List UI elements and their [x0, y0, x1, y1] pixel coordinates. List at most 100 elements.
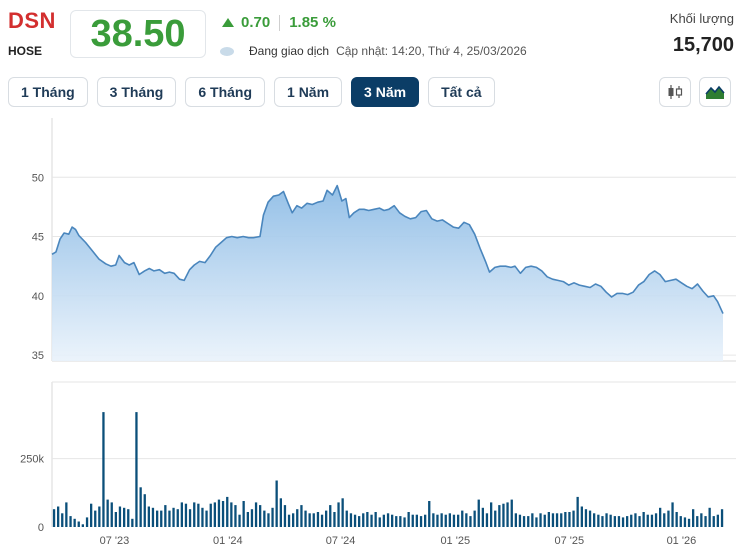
volume-bar — [642, 512, 645, 527]
volume-bar — [65, 502, 68, 527]
volume-bar — [683, 517, 687, 527]
x-tick-label: 01 '26 — [667, 535, 697, 547]
volume-bar — [349, 513, 353, 527]
volume-bar — [494, 510, 497, 527]
change-percent: 1.85 % — [289, 14, 336, 31]
volume-bar — [630, 514, 633, 527]
volume-bar — [531, 513, 534, 527]
volume-bar — [609, 514, 612, 527]
volume-bar — [300, 505, 303, 527]
volume-bar — [259, 505, 262, 527]
candlestick-button[interactable] — [659, 77, 691, 107]
volume-bar — [510, 499, 513, 527]
volume-bar — [477, 499, 480, 527]
volume-bar — [444, 514, 447, 527]
volume-bar — [213, 502, 216, 527]
volume-bar — [395, 516, 398, 527]
volume-bar — [230, 502, 233, 527]
volume-bar — [320, 514, 324, 527]
volume-bar — [617, 516, 621, 527]
candlestick-icon — [668, 85, 683, 99]
update-time: Cập nhật: 14:20, Thứ 4, 25/03/2026 — [336, 44, 527, 58]
volume-bar — [514, 513, 517, 527]
volume-bar — [535, 517, 538, 527]
volume-bar — [188, 509, 192, 527]
volume-bar — [539, 513, 542, 527]
volume-bar — [560, 513, 563, 527]
volume-bar — [106, 499, 109, 527]
volume-bar — [73, 518, 76, 527]
volume-bar — [358, 516, 361, 527]
tab-1-month[interactable]: 1 Tháng — [8, 77, 88, 107]
volume-bar — [234, 505, 237, 527]
volume-tick-label: 0 — [38, 522, 44, 534]
volume-bar — [325, 510, 328, 527]
volume-bar — [147, 506, 150, 527]
volume-bar — [308, 513, 311, 527]
tab-3-months[interactable]: 3 Tháng — [96, 77, 177, 107]
area-chart-button[interactable] — [699, 77, 731, 107]
volume-bar — [329, 505, 332, 527]
volume-bar — [304, 510, 307, 527]
volume-bar — [572, 510, 575, 527]
volume-bar — [114, 512, 117, 527]
price-tick-label: 40 — [32, 291, 44, 303]
volume-bar — [123, 507, 126, 527]
volume-bar — [271, 507, 274, 527]
volume-bar — [164, 505, 167, 527]
volume-bar — [621, 517, 625, 527]
volume-bar — [671, 502, 674, 527]
volume-bar — [716, 514, 719, 527]
volume-bar — [522, 516, 526, 527]
volume-bar — [386, 513, 390, 527]
volume-bar — [226, 496, 229, 527]
volume-bar — [283, 505, 287, 527]
volume-bar — [246, 512, 249, 527]
volume-bar — [382, 514, 385, 527]
volume-bar — [366, 512, 369, 527]
current-price: 38.50 — [90, 13, 186, 55]
volume-bar — [242, 501, 245, 527]
volume-bar — [646, 514, 649, 527]
volume-bar — [547, 512, 550, 527]
volume-bar — [473, 510, 476, 527]
volume-bar — [193, 502, 196, 527]
volume-bar — [588, 510, 592, 527]
volume-bar — [94, 510, 97, 527]
volume-bar — [267, 513, 270, 527]
volume-bar — [135, 412, 138, 527]
volume-bar — [696, 516, 699, 527]
volume-bar — [424, 514, 427, 527]
tab-3-years[interactable]: 3 Năm — [351, 77, 420, 107]
volume-bar — [663, 513, 666, 527]
volume-bar — [221, 501, 225, 527]
volume-bar — [209, 503, 212, 527]
volume-bar — [69, 516, 72, 527]
volume-bar — [176, 509, 179, 527]
volume-bar — [634, 513, 637, 527]
volume-bar — [461, 510, 464, 527]
volume-bar — [180, 502, 183, 527]
area-chart-icon — [705, 85, 725, 99]
tab-6-months[interactable]: 6 Tháng — [185, 77, 266, 107]
x-tick-label: 07 '24 — [326, 535, 356, 547]
volume-bar — [448, 513, 451, 527]
volume-bar — [428, 501, 431, 527]
volume-bar — [411, 514, 414, 527]
volume-bar — [432, 513, 435, 527]
volume-bar — [679, 516, 682, 527]
volume-bar — [403, 517, 406, 527]
volume-bar — [712, 516, 715, 527]
volume-bar — [667, 510, 670, 527]
trading-status: Đang giao dịch Cập nhật: 14:20, Thứ 4, 2… — [220, 44, 527, 58]
volume-bar — [151, 507, 155, 527]
volume-bar — [287, 514, 291, 527]
volume-bar — [518, 514, 522, 527]
tab-1-year[interactable]: 1 Năm — [274, 77, 343, 107]
volume-bar — [626, 516, 629, 527]
volume-bar — [415, 514, 418, 527]
volume-bar — [110, 502, 113, 527]
tab-all[interactable]: Tất cả — [428, 77, 495, 107]
volume-bar — [312, 513, 315, 527]
volume-bar — [85, 517, 89, 527]
